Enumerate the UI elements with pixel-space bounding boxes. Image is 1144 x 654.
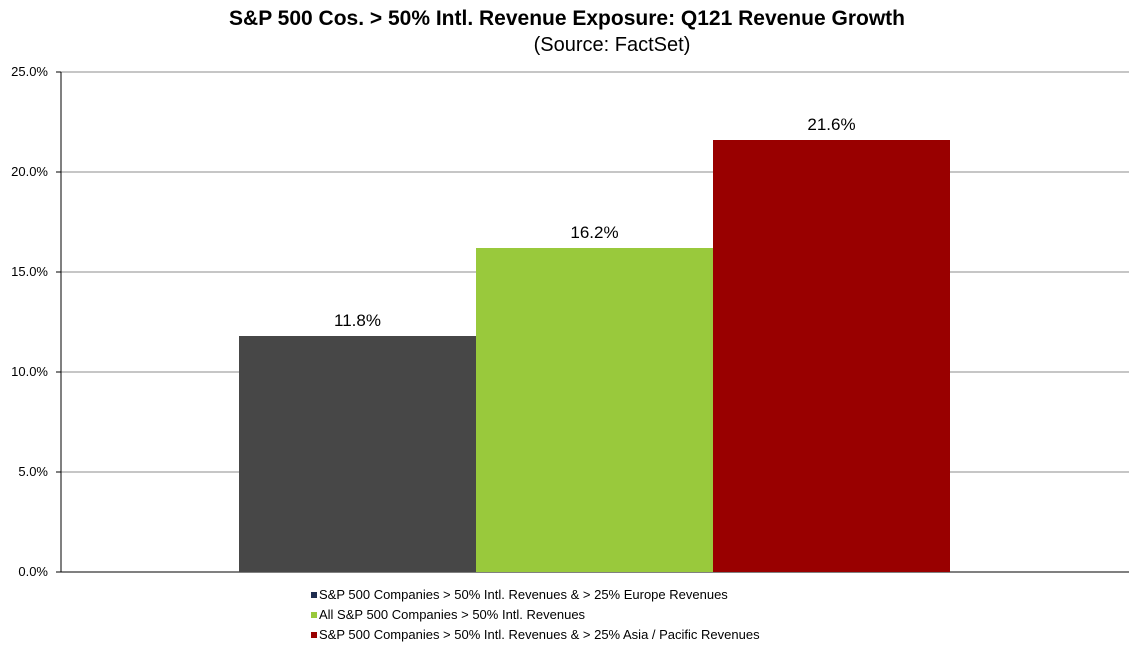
bar [239, 336, 476, 572]
legend-entry: All S&P 500 Companies > 50% Intl. Revenu… [319, 607, 586, 622]
legend-entry: S&P 500 Companies > 50% Intl. Revenues &… [319, 627, 760, 642]
y-tick-label: 5.0% [18, 464, 48, 479]
data-label: 16.2% [570, 223, 618, 242]
bar [713, 140, 950, 572]
y-tick-label: 20.0% [11, 164, 48, 179]
legend-swatch [311, 612, 317, 618]
legend-swatch [311, 632, 317, 638]
legend-swatch [311, 592, 317, 598]
bars [239, 140, 950, 572]
legend: S&P 500 Companies > 50% Intl. Revenues &… [311, 587, 760, 642]
chart-title: S&P 500 Cos. > 50% Intl. Revenue Exposur… [229, 7, 905, 30]
chart-subtitle: (Source: FactSet) [534, 34, 691, 56]
data-label: 21.6% [807, 115, 855, 134]
y-tick-label: 0.0% [18, 564, 48, 579]
legend-entry: S&P 500 Companies > 50% Intl. Revenues &… [319, 587, 728, 602]
data-label: 11.8% [334, 311, 381, 330]
bar [476, 248, 713, 572]
y-axis-ticks: 0.0% 5.0% 10.0% 15.0% 20.0% 25.0% [11, 64, 61, 579]
y-tick-label: 10.0% [11, 364, 48, 379]
y-tick-label: 15.0% [11, 264, 48, 279]
y-tick-label: 25.0% [11, 64, 48, 79]
data-labels: 11.8% 16.2% 21.6% [334, 115, 856, 330]
